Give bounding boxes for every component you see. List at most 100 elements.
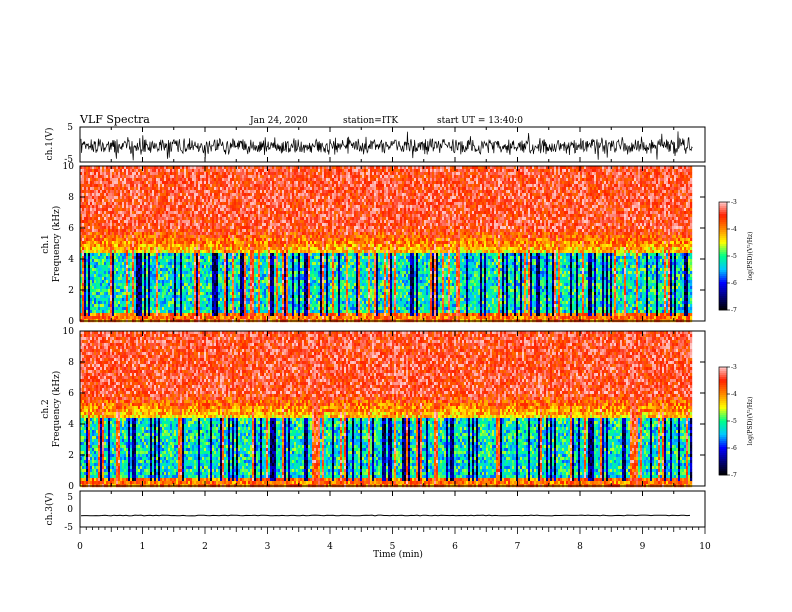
spectrogram-cell	[208, 184, 210, 187]
spectrogram-cell	[228, 286, 230, 289]
spectrogram-cell	[118, 295, 120, 298]
spectrogram-cell	[236, 208, 238, 211]
spectrogram-cell	[150, 214, 152, 217]
spectrogram-cell	[134, 235, 136, 238]
spectrogram-cell	[88, 304, 90, 307]
spectrogram-cell	[248, 295, 250, 298]
spectrogram-cell	[94, 220, 96, 223]
spectrogram-cell	[196, 205, 198, 208]
spectrogram-cell	[252, 199, 254, 202]
spectrogram-cell	[206, 292, 208, 295]
spectrogram-cell	[152, 223, 154, 226]
spectrogram-cell	[142, 301, 144, 304]
spectrogram-cell	[222, 235, 224, 238]
spectrogram-cell	[86, 271, 88, 274]
spectrogram-cell	[162, 292, 164, 295]
spectrogram-cell	[248, 307, 250, 310]
spectrogram-cell	[82, 199, 84, 202]
spectrogram-cell	[208, 223, 210, 226]
spectrogram-cell	[168, 175, 170, 178]
spectrogram-cell	[160, 295, 162, 298]
spectrogram-cell	[102, 211, 104, 214]
spectrogram-cell	[174, 244, 176, 247]
spectrogram-cell	[116, 280, 118, 283]
spectrogram-cell	[200, 292, 202, 295]
spectrogram-cell	[172, 244, 174, 247]
spectrogram-cell	[114, 199, 116, 202]
spectrogram-cell	[132, 232, 134, 235]
spectrogram-cell	[138, 283, 140, 286]
spectrogram-cell	[106, 256, 108, 259]
spectrogram-cell	[234, 175, 236, 178]
spectrogram-cell	[244, 256, 246, 259]
spectrogram-cell	[190, 307, 192, 310]
spectrogram-cell	[232, 184, 234, 187]
spectrogram-cell	[224, 181, 226, 184]
spectrogram-cell	[234, 214, 236, 217]
spectrogram-cell	[224, 241, 226, 244]
spectrogram-cell	[208, 199, 210, 202]
spectrogram-cell	[246, 211, 248, 214]
spectrogram-cell	[200, 265, 202, 268]
spectrogram-cell	[214, 214, 216, 217]
spectrogram-cell	[222, 256, 224, 259]
spectrogram-cell	[232, 304, 234, 307]
spectrogram-cell	[216, 259, 218, 262]
spectrogram-cell	[120, 190, 122, 193]
spectrogram-cell	[218, 253, 220, 256]
spectrogram-cell	[152, 175, 154, 178]
spectrogram-cell	[220, 205, 222, 208]
spectrogram-cell	[86, 298, 88, 301]
spectrogram-cell	[90, 265, 92, 268]
spectrogram-cell	[126, 235, 128, 238]
spectrogram-cell	[84, 169, 86, 172]
spectrogram-cell	[254, 232, 256, 235]
spectrogram-cell	[198, 262, 200, 265]
spectrogram-cell	[184, 178, 186, 181]
spectrogram-cell	[146, 262, 148, 265]
spectrogram-cell	[232, 244, 234, 247]
spectrogram-cell	[206, 271, 208, 274]
spectrogram-cell	[114, 307, 116, 310]
spectrogram-cell	[216, 238, 218, 241]
spectrogram-cell	[144, 235, 146, 238]
spectrogram-cell	[112, 226, 114, 229]
spectrogram-cell	[96, 286, 98, 289]
spectrogram-cell	[246, 169, 248, 172]
spectrogram-cell	[132, 295, 134, 298]
spectrogram-cell	[192, 256, 194, 259]
spectrogram-cell	[224, 238, 226, 241]
spectrogram-cell	[118, 220, 120, 223]
spectrogram-cell	[86, 199, 88, 202]
spectrogram-cell	[180, 232, 182, 235]
spectrogram-cell	[212, 205, 214, 208]
spectrogram-cell	[172, 232, 174, 235]
spectrogram-cell	[206, 259, 208, 262]
spectrogram-cell	[94, 253, 96, 256]
spectrogram-cell	[242, 181, 244, 184]
spectrogram-cell	[210, 310, 212, 313]
spectrogram-cell	[220, 313, 222, 316]
spectrogram-cell	[192, 307, 194, 310]
spectrogram-cell	[174, 187, 176, 190]
spectrogram-cell	[206, 244, 208, 247]
spectrogram-cell	[132, 190, 134, 193]
spectrogram-cell	[140, 307, 142, 310]
spectrogram-cell	[88, 298, 90, 301]
spectrogram-cell	[182, 310, 184, 313]
spectrogram-cell	[190, 292, 192, 295]
spectrogram-cell	[188, 220, 190, 223]
spectrogram-cell	[194, 250, 196, 253]
spectrogram-cell	[188, 223, 190, 226]
spectrogram-cell	[228, 208, 230, 211]
spectrogram-cell	[90, 262, 92, 265]
spectrogram-cell	[150, 256, 152, 259]
spectrogram-cell	[106, 280, 108, 283]
spectrogram-cell	[164, 298, 166, 301]
spectrogram-cell	[104, 181, 106, 184]
spectrogram-cell	[240, 226, 242, 229]
spectrogram-cell	[144, 187, 146, 190]
spectrogram-cell	[156, 262, 158, 265]
spectrogram-cell	[190, 295, 192, 298]
spectrogram-cell	[204, 199, 206, 202]
